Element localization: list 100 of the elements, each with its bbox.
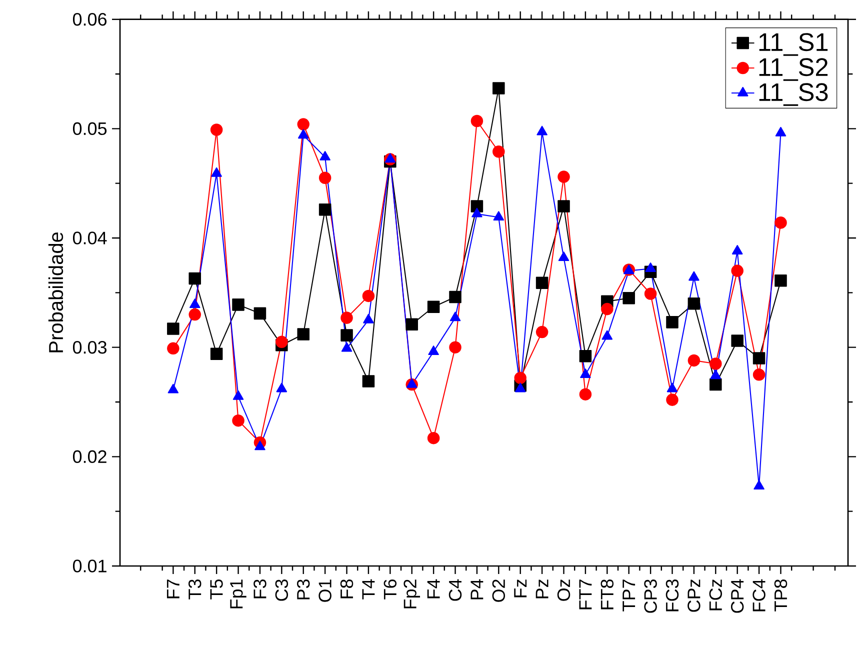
point (297, 118, 310, 130)
point (710, 358, 722, 370)
x-tick-label: Oz (557, 580, 570, 601)
y-tick-label: 0.01 (72, 560, 106, 572)
x-tick-label: T6 (384, 579, 397, 600)
x-tick-label: Fp1 (230, 580, 246, 608)
point (362, 375, 375, 388)
x-tick-label: CPz (688, 580, 700, 612)
y-axis-title: Probabilidade (48, 232, 64, 352)
x-tick-label: O1 (318, 580, 332, 602)
point (341, 342, 352, 352)
point (558, 200, 570, 212)
point (406, 378, 418, 388)
point (340, 329, 353, 342)
point (384, 153, 396, 163)
point (774, 216, 787, 229)
x-tick-label: F3 (254, 579, 266, 598)
point (188, 308, 201, 321)
x-tick-label: FT7 (579, 580, 592, 610)
y-tick-label: 0.03 (72, 340, 106, 354)
x-tick-label: O2 (492, 580, 506, 602)
x-tick-label: F4 (427, 579, 440, 598)
point (536, 126, 548, 136)
point (211, 167, 222, 177)
point (449, 290, 462, 304)
x-tick-label: FCz (709, 580, 722, 610)
x-tick-label: T3 (188, 579, 202, 600)
point (428, 346, 439, 356)
legend-label: 11_S3 (759, 83, 828, 106)
point (276, 382, 288, 392)
x-tick-label: Fp2 (404, 580, 420, 608)
point (167, 342, 180, 355)
x-tick-label: Pz (536, 580, 548, 598)
point (232, 414, 244, 427)
point (731, 264, 744, 277)
point (427, 432, 440, 444)
y-tick-label: 0.06 (72, 12, 106, 26)
x-tick-label: FT8 (600, 579, 614, 610)
point (298, 129, 309, 139)
y-tick-label: 0.04 (72, 232, 107, 244)
point (363, 314, 374, 324)
x-tick-label: TP7 (622, 580, 636, 612)
point (297, 328, 310, 340)
point (645, 262, 656, 272)
point (579, 388, 592, 400)
x-tick-label: FC3 (666, 580, 679, 612)
point (644, 288, 657, 300)
point (754, 480, 764, 490)
point (276, 336, 288, 348)
point (666, 316, 678, 328)
point (580, 368, 591, 378)
x-tick-label: FC4 (752, 579, 766, 612)
point (558, 170, 570, 183)
x-tick-label: CP4 (730, 579, 744, 613)
point (666, 382, 678, 392)
point (450, 312, 461, 322)
point (622, 292, 635, 304)
point (232, 298, 244, 311)
point (774, 274, 787, 287)
x-tick-label: Fz (514, 580, 527, 598)
point (666, 394, 678, 406)
point (254, 440, 266, 450)
point (536, 326, 548, 338)
point (514, 372, 526, 384)
point (188, 272, 201, 285)
point (168, 384, 179, 394)
point (470, 114, 484, 128)
legend-label: 11_S2 (759, 58, 828, 81)
x-tick-label: C3 (275, 580, 288, 601)
point (362, 290, 375, 302)
x-tick-label: T5 (210, 579, 223, 600)
x-tick-label: P4 (470, 579, 484, 600)
point (406, 318, 418, 331)
x-tick-label: CP3 (644, 580, 657, 613)
point (731, 334, 744, 347)
x-tick-label: T4 (362, 579, 375, 600)
legend-label: 11_S1 (759, 33, 828, 56)
point (232, 390, 244, 400)
point (688, 354, 700, 367)
point (514, 382, 526, 392)
point (492, 82, 505, 94)
point (472, 208, 482, 218)
point (492, 145, 505, 158)
point (752, 368, 766, 381)
x-tick-label: F8 (340, 579, 354, 598)
point (558, 252, 570, 262)
point (536, 276, 548, 289)
point (449, 341, 462, 354)
point (318, 203, 332, 216)
point (710, 378, 722, 391)
point (601, 302, 614, 316)
point (210, 348, 223, 360)
point (167, 322, 180, 335)
x-tick-label: P3 (296, 580, 310, 600)
point (710, 370, 722, 380)
point (688, 271, 700, 281)
point (493, 211, 504, 221)
y-tick-label: 0.05 (72, 122, 107, 136)
x-tick-label: TP8 (774, 579, 788, 612)
point (579, 350, 592, 362)
